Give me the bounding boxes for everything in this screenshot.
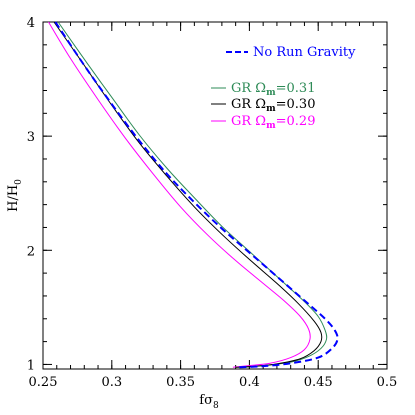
x-tick-label: 0.25 bbox=[29, 375, 58, 390]
x-tick-label: 0.4 bbox=[239, 375, 260, 390]
y-tick-label: 3 bbox=[27, 130, 35, 145]
axis-labels: fσ8 H/H0 bbox=[6, 179, 219, 411]
legend-label: No Run Gravity bbox=[253, 45, 356, 60]
x-tick-label: 0.3 bbox=[101, 375, 122, 390]
y-tick-label: 1 bbox=[27, 358, 35, 373]
x-tick-label: 0.35 bbox=[166, 375, 195, 390]
x-tick-label: 0.5 bbox=[377, 375, 398, 390]
plot-frame bbox=[42, 21, 388, 370]
axis-ticks bbox=[42, 21, 388, 369]
legend-label: GR Ωm=0.31 bbox=[231, 81, 315, 98]
y-tick-label: 4 bbox=[27, 16, 35, 31]
series-line-0 bbox=[54, 21, 339, 369]
series-line-2 bbox=[53, 21, 323, 368]
x-tick-label: 0.45 bbox=[304, 375, 333, 390]
series-lines bbox=[48, 21, 339, 369]
tick-labels: 0.25 0.3 0.35 0.4 0.45 0.5 1 2 3 4 bbox=[27, 16, 398, 390]
series-line-1 bbox=[57, 21, 328, 368]
y-tick-label: 2 bbox=[27, 244, 35, 259]
x-axis-label: fσ8 bbox=[199, 393, 219, 411]
legend-label: GR Ωm=0.30 bbox=[231, 97, 315, 114]
legend-label: GR Ωm=0.29 bbox=[231, 114, 315, 131]
y-axis-label: H/H0 bbox=[6, 179, 24, 212]
series-line-3 bbox=[48, 21, 311, 368]
